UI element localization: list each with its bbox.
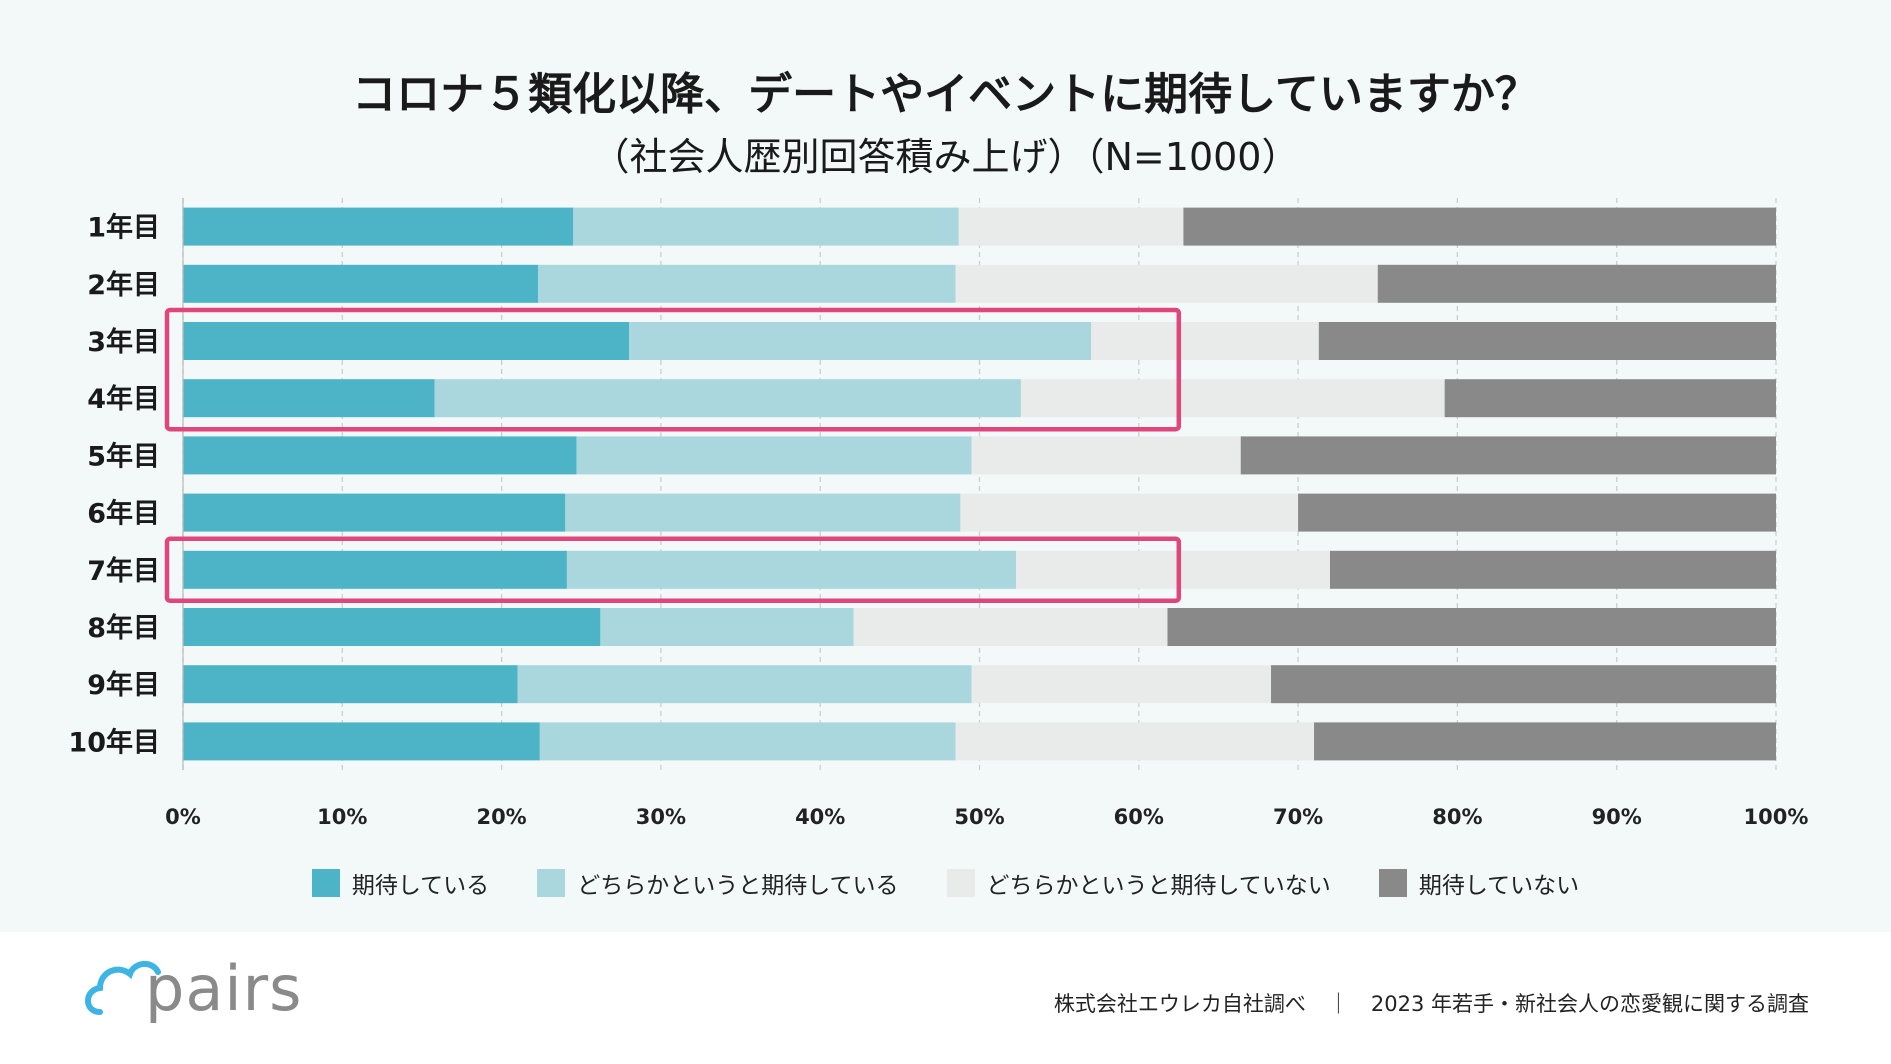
x-tick-label: 30% (636, 805, 686, 829)
bar-segment (971, 665, 1272, 704)
bar-segment (1016, 550, 1330, 589)
x-tick-label: 40% (795, 805, 845, 829)
bar-segment (565, 493, 961, 532)
bar-segment (183, 665, 518, 704)
bar-segment (538, 264, 956, 303)
bar-segment (183, 608, 601, 646)
x-tick-label: 60% (1114, 805, 1164, 829)
bar-segment (183, 493, 566, 532)
footer-separator: ｜ (1327, 992, 1349, 1016)
bar-segment (971, 436, 1241, 475)
bar-segment (183, 264, 539, 303)
footer: 株式会社エウレカ自社調べ ｜ 2023 年若手・新社会人の恋愛観に関する調査 (1054, 988, 1809, 1018)
footer-survey: 2023 年若手・新社会人の恋愛観に関する調査 (1370, 992, 1809, 1016)
bar-segment (1167, 608, 1776, 646)
bar-segment (1444, 379, 1776, 418)
bar-segment (1298, 493, 1776, 532)
bar-segment (517, 665, 972, 704)
chart-title: コロナ５類化以降、デートやイベントに期待していますか？ (352, 69, 1539, 120)
bar-segment (1091, 322, 1319, 360)
pairs-logo (85, 961, 161, 1015)
x-tick-label: 20% (476, 805, 526, 829)
cloud-icon (85, 961, 161, 1015)
legend-swatch (311, 869, 340, 897)
legend-swatch (537, 869, 566, 897)
bar-segment (183, 379, 435, 418)
bar-segment (955, 722, 1315, 761)
bar-segment (576, 436, 972, 475)
legend-label: どちらかというと期待していない (986, 873, 1331, 899)
bar-segment (183, 722, 540, 761)
highlight-box (164, 307, 1182, 432)
y-category-label: 1年目 (87, 212, 160, 244)
bar-segment (566, 550, 1017, 589)
x-tick-label: 0% (165, 805, 201, 829)
bar-segment (573, 207, 959, 246)
bar-segment (1377, 264, 1776, 303)
bar-segment (183, 207, 574, 246)
bar-segment (539, 722, 956, 761)
legend-item: どちらかというと期待している (537, 866, 899, 900)
highlight-box (164, 536, 1182, 604)
y-category-label: 10年目 (68, 726, 160, 758)
x-tick-label: 90% (1592, 805, 1642, 829)
x-tick-label: 100% (1744, 805, 1809, 829)
legend-item: 期待していない (1378, 866, 1580, 900)
bar-segment (1183, 207, 1776, 246)
y-category-label: 7年目 (87, 555, 160, 587)
bar-segment (434, 379, 1021, 418)
bar-segment (853, 608, 1168, 646)
legend-swatch (946, 869, 975, 897)
x-tick-label: 50% (954, 805, 1004, 829)
bar-segment (183, 550, 567, 589)
bar-segment (960, 493, 1299, 532)
y-category-label: 6年目 (87, 498, 160, 530)
bar-segment (629, 322, 1092, 360)
bar-segment (1318, 322, 1776, 360)
y-category-label: 5年目 (87, 440, 160, 472)
x-tick-label: 70% (1273, 805, 1323, 829)
bar-segment (955, 264, 1378, 303)
bar-segment (1271, 665, 1776, 704)
y-category-label: 9年目 (87, 669, 160, 701)
legend-item: 期待している (311, 866, 490, 900)
legend-swatch (1378, 869, 1407, 897)
legend-label: どちらかというと期待している (577, 873, 899, 899)
bar-segment (1314, 722, 1776, 761)
bar-segment (183, 322, 630, 360)
bar-segment (1240, 436, 1776, 475)
chart-subtitle: （社会人歴別回答積み上げ）（N=1000） (591, 135, 1300, 179)
bar-segment (958, 207, 1184, 246)
legend-label: 期待していない (1418, 873, 1580, 899)
y-category-label: 8年目 (87, 612, 160, 644)
x-tick-label: 10% (317, 805, 367, 829)
legend-item: どちらかというと期待していない (946, 866, 1331, 900)
footer-source: 株式会社エウレカ自社調べ (1053, 992, 1306, 1016)
legend-label: 期待している (351, 873, 490, 899)
y-category-label: 4年目 (87, 383, 160, 415)
x-tick-label: 80% (1432, 805, 1482, 829)
chart-legend: 期待している どちらかというと期待している どちらかというと期待していない 期待してい… (0, 866, 1891, 900)
stacked-bar-chart: 0% 10% 20% 30% 40% 50% 60% 70% 80% 90% 100% 1年目 2年目 3… (68, 198, 1809, 829)
logo-text: pairs (145, 952, 303, 1025)
bar-segment (600, 608, 854, 646)
y-category-label: 2年目 (87, 269, 160, 301)
bar-segment (1329, 550, 1776, 589)
bar-segment (183, 436, 577, 475)
y-category-label: 3年目 (87, 326, 160, 358)
bar-segment (1020, 379, 1445, 418)
